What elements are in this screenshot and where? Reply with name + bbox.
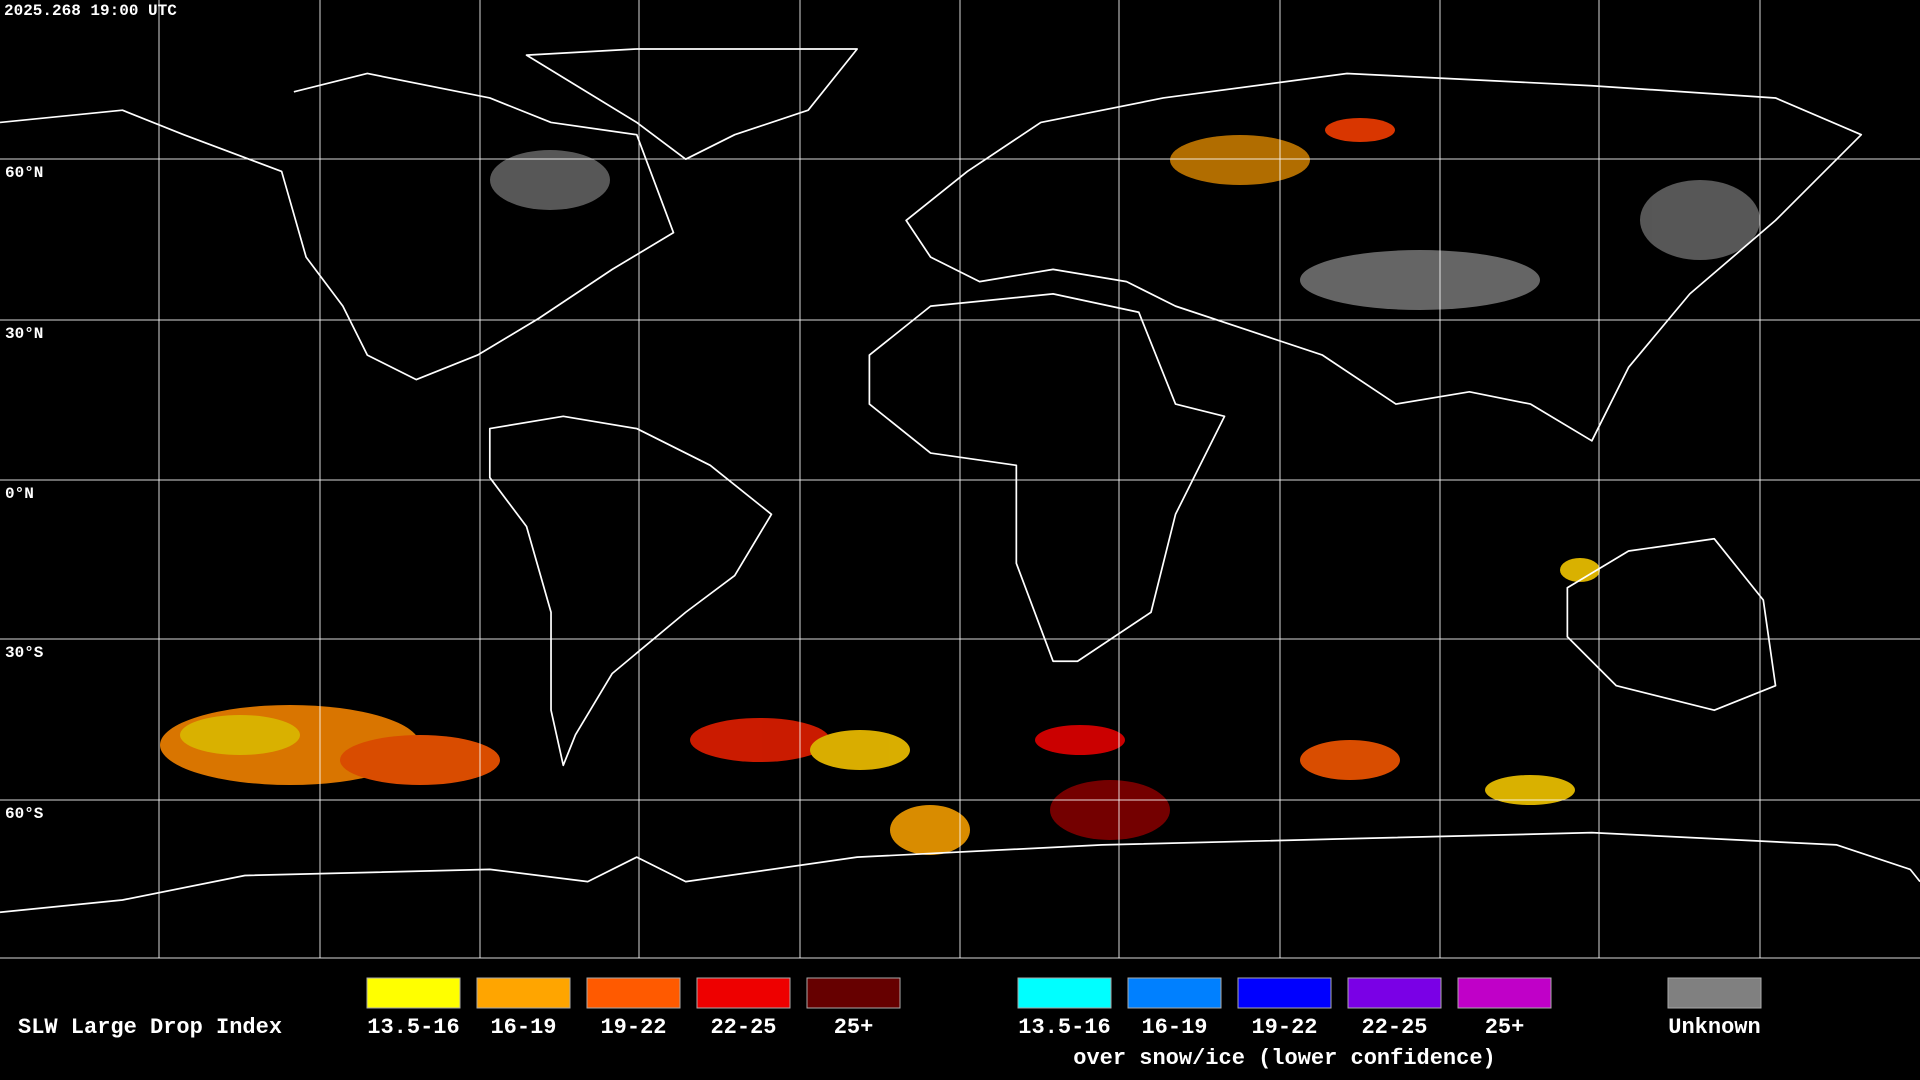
cloud-patch bbox=[1050, 780, 1170, 840]
coastline bbox=[488, 415, 773, 767]
cloud-patch bbox=[1485, 775, 1575, 805]
legend-caption: over snow/ice (lower confidence) bbox=[1073, 1046, 1495, 1071]
latitude-label: 60°S bbox=[5, 805, 44, 823]
latitude-label: 0°N bbox=[5, 485, 34, 503]
latitude-label: 30°N bbox=[5, 325, 43, 343]
legend-label: 13.5-16 bbox=[1018, 1015, 1110, 1040]
cloud-layer bbox=[160, 118, 1760, 855]
cloud-patch bbox=[1300, 250, 1540, 310]
legend-label: Unknown bbox=[1668, 1015, 1760, 1040]
cloud-patch bbox=[690, 718, 830, 762]
legend-swatch bbox=[366, 977, 461, 1009]
timestamp: 2025.268 19:00 UTC bbox=[4, 2, 177, 20]
legend-swatch bbox=[1127, 977, 1222, 1009]
cloud-patch bbox=[1035, 725, 1125, 755]
legend-swatch bbox=[476, 977, 571, 1009]
cloud-patch bbox=[340, 735, 500, 785]
legend-swatch bbox=[1237, 977, 1332, 1009]
legend-label: 13.5-16 bbox=[367, 1015, 459, 1040]
cloud-patch bbox=[1560, 558, 1600, 582]
latitude-label: 60°N bbox=[5, 164, 43, 182]
legend-title: SLW Large Drop Index bbox=[18, 1015, 282, 1040]
cloud-patch bbox=[180, 715, 300, 755]
cloud-patch bbox=[1325, 118, 1395, 142]
legend-swatch bbox=[1347, 977, 1442, 1009]
legend-swatch bbox=[806, 977, 901, 1009]
coastline bbox=[0, 831, 1920, 914]
coastline bbox=[1566, 537, 1777, 712]
legend-label: 16-19 bbox=[490, 1015, 556, 1040]
legend-swatch bbox=[586, 977, 681, 1009]
legend-label: 22-25 bbox=[1361, 1015, 1427, 1040]
legend-swatch bbox=[1017, 977, 1112, 1009]
legend-label: 19-22 bbox=[600, 1015, 666, 1040]
legend-label: 19-22 bbox=[1251, 1015, 1317, 1040]
cloud-patch bbox=[810, 730, 910, 770]
latitude-labels: 60°N 30°N 0°N 30°S 60°S bbox=[5, 164, 44, 823]
legend-label: 16-19 bbox=[1141, 1015, 1207, 1040]
cloud-patch bbox=[1170, 135, 1310, 185]
coastline bbox=[905, 72, 1863, 442]
legend-swatch bbox=[696, 977, 791, 1009]
legend: 13.5-16 16-19 19-22 22-25 25+ 13.5-16 16-19 19-… bbox=[366, 977, 1762, 1071]
legend-swatch bbox=[1457, 977, 1552, 1009]
cloud-patch bbox=[490, 150, 610, 210]
legend-label: 25+ bbox=[834, 1015, 874, 1040]
coastline bbox=[525, 48, 859, 161]
cloud-patch bbox=[890, 805, 970, 855]
legend-swatch bbox=[1667, 977, 1762, 1009]
graticule bbox=[0, 0, 1920, 959]
latitude-label: 30°S bbox=[5, 644, 44, 662]
legend-label: 25+ bbox=[1485, 1015, 1525, 1040]
coastline bbox=[868, 293, 1226, 663]
legend-label: 22-25 bbox=[710, 1015, 776, 1040]
cloud-patch bbox=[1640, 180, 1760, 260]
coastlines bbox=[0, 48, 1920, 914]
cloud-patch bbox=[1300, 740, 1400, 780]
